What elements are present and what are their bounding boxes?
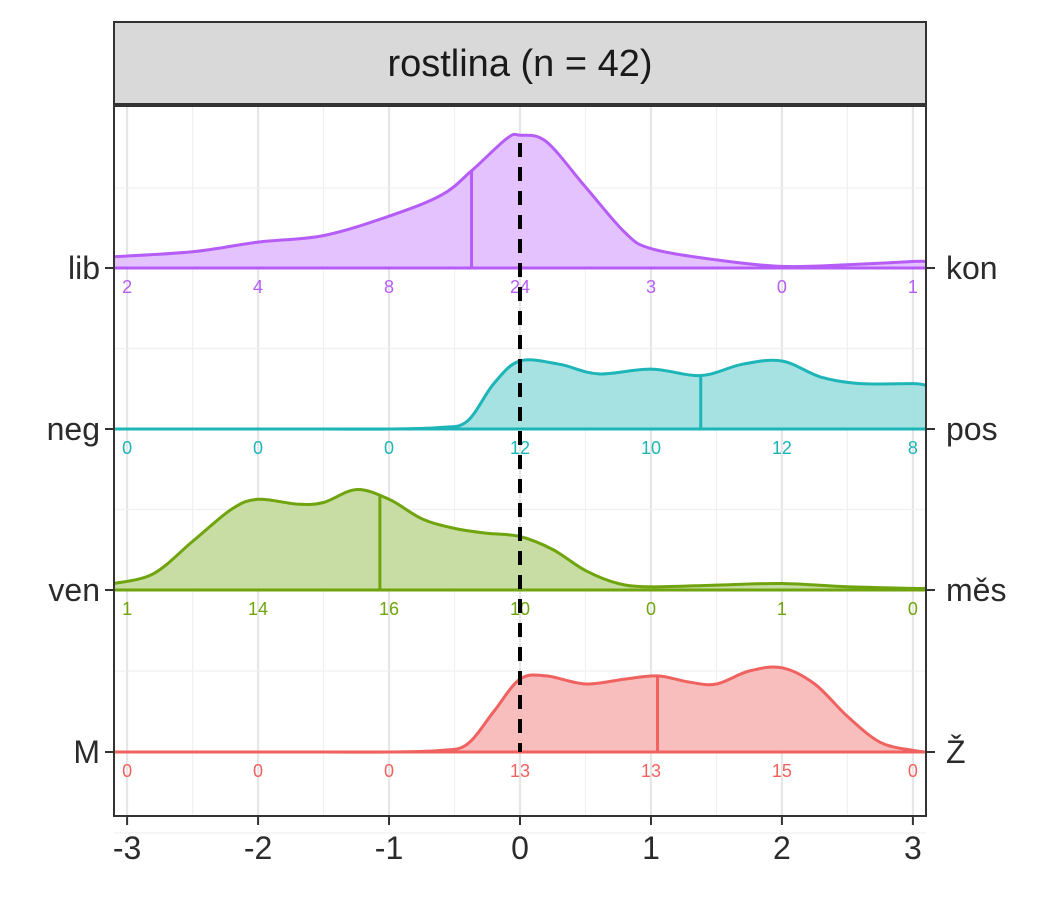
count-label: 1 bbox=[908, 277, 918, 297]
count-label: 8 bbox=[384, 277, 394, 297]
y-label-right: Ž bbox=[946, 734, 966, 770]
count-label: 0 bbox=[908, 761, 918, 781]
y-label-left: ven bbox=[48, 572, 100, 608]
y-label-right: kon bbox=[946, 250, 998, 286]
x-tick-label: 2 bbox=[773, 830, 791, 866]
count-label: 0 bbox=[646, 599, 656, 619]
ridge-line-ven bbox=[113, 488, 927, 590]
count-label: 0 bbox=[253, 761, 263, 781]
count-label: 13 bbox=[641, 761, 661, 781]
count-label: 10 bbox=[641, 438, 661, 458]
count-label: 1 bbox=[122, 599, 132, 619]
x-tick-label: -2 bbox=[244, 830, 272, 866]
count-label: 0 bbox=[122, 438, 132, 458]
count-label: 1 bbox=[777, 599, 787, 619]
count-label: 0 bbox=[384, 761, 394, 781]
facet-strip: rostlina (n = 42) bbox=[113, 21, 927, 105]
x-tick-label: -1 bbox=[375, 830, 403, 866]
count-label: 15 bbox=[772, 761, 792, 781]
count-label: 14 bbox=[248, 599, 268, 619]
x-tick-label: 1 bbox=[642, 830, 660, 866]
x-tick-label: 0 bbox=[511, 830, 529, 866]
count-labels: 24824301000121012811416100100001313150 bbox=[122, 277, 918, 781]
count-label: 13 bbox=[510, 761, 530, 781]
count-label: 0 bbox=[253, 438, 263, 458]
ridge-area-M bbox=[114, 666, 926, 753]
facet-title: rostlina (n = 42) bbox=[387, 43, 652, 85]
count-label: 2 bbox=[122, 277, 132, 297]
y-label-left: lib bbox=[68, 250, 100, 286]
y-label-right: měs bbox=[946, 572, 1006, 608]
count-label: 8 bbox=[908, 438, 918, 458]
x-tick-label: -3 bbox=[113, 830, 141, 866]
count-label: 16 bbox=[379, 599, 399, 619]
x-tick-label: 3 bbox=[904, 830, 922, 866]
count-label: 4 bbox=[253, 277, 263, 297]
y-label-right: pos bbox=[946, 411, 998, 447]
count-label: 12 bbox=[772, 438, 792, 458]
facet-strip-background bbox=[113, 21, 927, 105]
y-label-left: M bbox=[73, 734, 100, 770]
count-label: 0 bbox=[122, 761, 132, 781]
y-label-left: neg bbox=[47, 411, 100, 447]
count-label: 12 bbox=[510, 438, 530, 458]
count-label: 0 bbox=[777, 277, 787, 297]
count-label: 0 bbox=[384, 438, 394, 458]
count-label: 0 bbox=[908, 599, 918, 619]
count-label: 3 bbox=[646, 277, 656, 297]
